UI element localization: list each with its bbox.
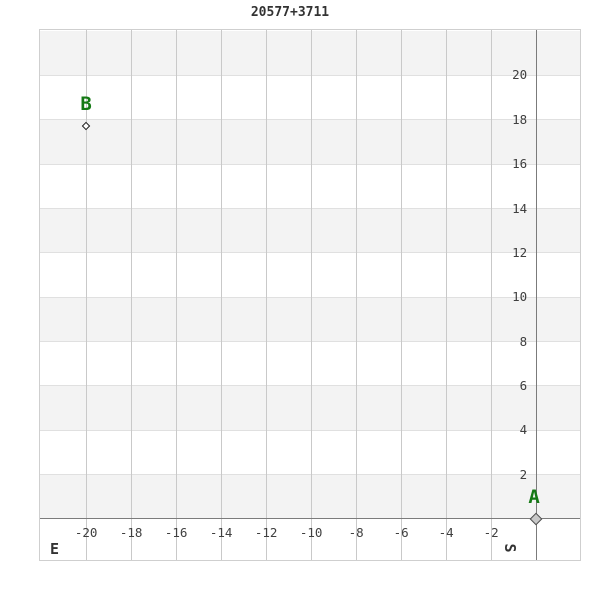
x-tick-label: -18 [119, 524, 143, 540]
h-gridline [40, 163, 580, 165]
v-gridline [175, 30, 177, 560]
h-gridline [40, 119, 580, 121]
point-label-b: B [80, 93, 92, 116]
x-tick-label: -8 [348, 524, 364, 540]
v-gridline [130, 30, 132, 560]
y-tick-label: 20 [512, 67, 528, 83]
x-tick-label: -20 [74, 524, 98, 540]
grid-band [40, 119, 580, 165]
grid-band [40, 208, 580, 253]
v-gridline [310, 30, 312, 560]
v-gridline [220, 30, 222, 560]
y-tick-label: 6 [519, 377, 528, 393]
y-tick-label: 4 [519, 422, 528, 438]
y-tick-label: 10 [512, 289, 528, 305]
y-axis-line [535, 30, 537, 560]
h-gridline [40, 208, 580, 209]
h-gridline [40, 341, 580, 343]
plot-area: -20 -18 -16 -14 -12 -10 -8 -6 -4 -2 2 4 6 8 10 12 14 16 18… [39, 29, 581, 561]
v-gridline [490, 30, 492, 560]
x-tick-label: -16 [164, 524, 188, 540]
x-tick-label: -6 [393, 524, 409, 540]
x-tick-label: -12 [254, 524, 278, 540]
grid-band [40, 474, 580, 519]
x-tick-label: -2 [483, 524, 499, 540]
x-axis-line [40, 518, 580, 520]
y-tick-label: 14 [512, 200, 528, 216]
v-gridline [445, 30, 447, 560]
point-label-a: A [528, 485, 540, 508]
direction-label-south: S [500, 543, 519, 553]
h-gridline [40, 474, 580, 476]
grid-band [40, 31, 580, 76]
x-tick-label: -14 [209, 524, 233, 540]
v-gridline [400, 30, 402, 560]
y-tick-label: 2 [519, 466, 528, 482]
y-tick-label: 18 [512, 111, 528, 127]
x-tick-label: -4 [438, 524, 454, 540]
y-tick-label: 8 [519, 333, 528, 349]
h-gridline [40, 74, 580, 76]
h-gridline [40, 429, 580, 431]
x-tick-label: -10 [299, 524, 323, 540]
v-gridline [265, 30, 267, 560]
y-tick-label: 12 [512, 244, 528, 260]
v-gridline [85, 30, 87, 560]
v-gridline [355, 30, 357, 560]
chart-title: 20577+3711 [250, 5, 330, 20]
grid-band [40, 297, 580, 342]
grid-band [40, 385, 580, 431]
direction-label-east: E [50, 540, 60, 558]
y-tick-label: 16 [512, 156, 528, 172]
h-gridline [40, 385, 580, 387]
h-gridline [40, 252, 580, 254]
h-gridline [40, 296, 580, 298]
